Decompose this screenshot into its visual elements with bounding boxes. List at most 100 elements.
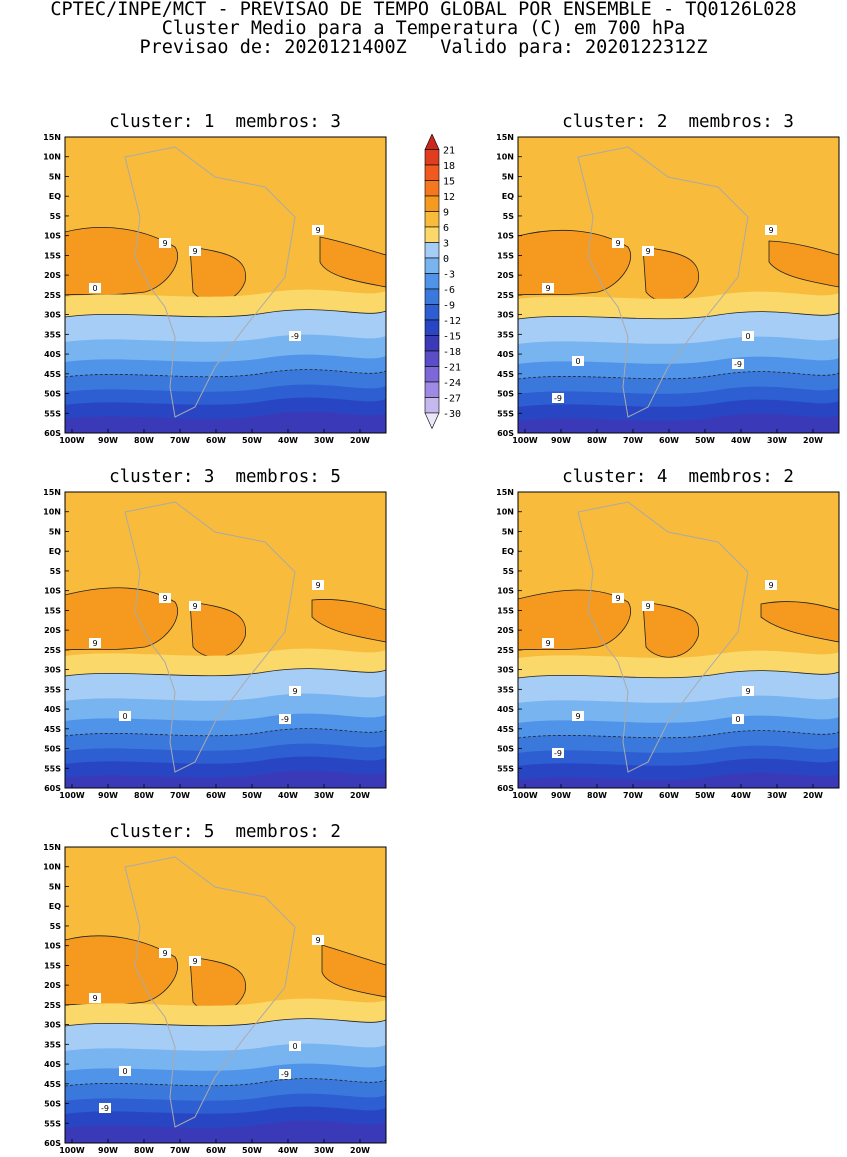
colorbar-box (424, 257, 440, 274)
contour-label: 9 (615, 594, 620, 603)
contour-label: 0 (735, 715, 740, 724)
contour-label-bg (552, 748, 564, 758)
lat-tick-label: 50S (44, 1100, 61, 1109)
colorbar-tick-label: 0 (443, 254, 449, 265)
lat-tick-label: 25S (44, 1001, 61, 1010)
contour-label: 9 (315, 581, 320, 590)
lat-tick-label: 10N (43, 863, 61, 872)
lat-tick-label: 55S (497, 409, 514, 418)
contour-label: 9 (192, 247, 197, 256)
lat-tick-label: 10S (44, 942, 61, 951)
continent-outline (577, 501, 749, 773)
colorbar-box (424, 397, 440, 414)
colorbar-box (424, 273, 440, 290)
lon-tick-label: 20W (350, 791, 370, 800)
lat-tick-label: 10S (44, 232, 61, 241)
colorbar-tick-label: 12 (443, 192, 455, 203)
contour-label: 0 (122, 1067, 127, 1076)
contour-label: 0 (575, 357, 580, 366)
contour-label-bg (612, 593, 624, 603)
lon-tick-label: 30W (767, 436, 787, 445)
lon-tick-label: 30W (314, 1146, 334, 1155)
map-panel-5: cluster: 5 membros: 2 15N 10N 5N EQ 5S 10S 15S… (43, 822, 387, 1155)
contour-label: 9 (292, 687, 297, 696)
lat-tick-label: 55S (497, 764, 514, 773)
contour-label: 9 (92, 639, 97, 648)
lon-tick-label: 70W (623, 791, 643, 800)
contour-label-bg (279, 714, 291, 724)
continent-outline (124, 146, 296, 418)
contour-label: 9 (545, 639, 550, 648)
lon-tick-label: 40W (731, 791, 751, 800)
contour-label: -9 (734, 360, 742, 369)
lat-tick-label: 60S (497, 429, 514, 438)
lon-tick-label: 100W (59, 436, 85, 445)
lat-tick-label: 30S (44, 311, 61, 320)
lat-tick-label: 40S (44, 705, 61, 714)
contour-label-bg (89, 283, 101, 293)
header-line-2: Cluster Medio para a Temperatura (C) em … (161, 18, 686, 39)
contour-label: 9 (615, 239, 620, 248)
lon-tick-label: 30W (767, 791, 787, 800)
lat-tick-label: 5S (503, 212, 515, 221)
lat-tick-label: 25S (497, 646, 514, 655)
lat-tick-label: 30S (44, 666, 61, 675)
lon-tick-label: 80W (587, 791, 607, 800)
contour-label: -9 (281, 715, 289, 724)
panel-title: cluster: 1 membros: 3 (109, 112, 341, 132)
contour-label: 9 (315, 936, 320, 945)
lat-tick-label: 50S (497, 390, 514, 399)
contour-label-bg (542, 638, 554, 648)
lat-tick-label: 40S (44, 1060, 61, 1069)
contour-label: 9 (768, 226, 773, 235)
contour-label: 0 (122, 712, 127, 721)
lon-tick-label: 40W (278, 1146, 298, 1155)
band-9-center (189, 601, 247, 658)
lat-tick-label: 10S (497, 232, 514, 241)
contour-label-bg (189, 956, 201, 966)
lat-tick-label: 60S (44, 429, 61, 438)
lat-tick-label: 5N (49, 172, 61, 181)
lat-tick-label: 15S (497, 606, 514, 615)
colorbar-tick-label: -21 (443, 363, 461, 374)
color-legend: 21 18 15 12 9 6 3 0 -3 -6 -9 -12 -15 -18 -21 -24 -27 -30 (423, 133, 473, 444)
lat-tick-label: 20S (44, 626, 61, 635)
colorbar-box (424, 350, 440, 367)
continent-outline (124, 856, 296, 1128)
contour-label: 9 (645, 602, 650, 611)
contour-label: -9 (101, 1104, 109, 1113)
lat-tick-label: 30S (497, 666, 514, 675)
contour-label: 0 (745, 332, 750, 341)
lon-tick-label: 50W (242, 1146, 262, 1155)
contour-label: 9 (545, 284, 550, 293)
panel-title: cluster: 3 membros: 5 (109, 467, 341, 487)
lon-tick-label: 30W (314, 436, 334, 445)
colorbar-box (424, 288, 440, 305)
lat-tick-label: 50S (44, 390, 61, 399)
lat-tick-label: 20S (44, 271, 61, 280)
lat-tick-label: 30S (497, 311, 514, 320)
contour-label-bg (732, 714, 744, 724)
contour-label: 9 (92, 994, 97, 1003)
lat-tick-label: 35S (497, 330, 514, 339)
lon-tick-label: 60W (659, 436, 679, 445)
colorbar-tick-label: -24 (443, 378, 461, 389)
map-layers (64, 492, 387, 789)
colorbar-tick-label: -27 (443, 394, 461, 405)
lon-tick-label: 20W (350, 1146, 370, 1155)
lon-tick-label: 90W (551, 436, 571, 445)
map-panel-1: cluster: 1 membros: 3 15N 10N 5N EQ 5S 10S 15S… (43, 112, 387, 445)
map-frame (64, 846, 387, 1144)
lon-tick-label: 70W (623, 436, 643, 445)
lat-tick-label: 20S (497, 626, 514, 635)
lat-tick-label: 35S (44, 1040, 61, 1049)
lon-tick-label: 20W (350, 436, 370, 445)
colorbar-tick-label: 18 (443, 161, 455, 172)
colorbar-box (424, 226, 440, 243)
lat-tick-label: 50S (497, 745, 514, 754)
colorbar-box (424, 366, 440, 383)
lon-tick-label: 60W (206, 1146, 226, 1155)
lat-tick-label: 15N (496, 488, 514, 497)
map-plot: 15N 10N 5N EQ 5S 10S 15S 20S 25S 30S 35S 40S 45S 50S 5… (43, 488, 387, 800)
contour-label-bg (89, 993, 101, 1003)
